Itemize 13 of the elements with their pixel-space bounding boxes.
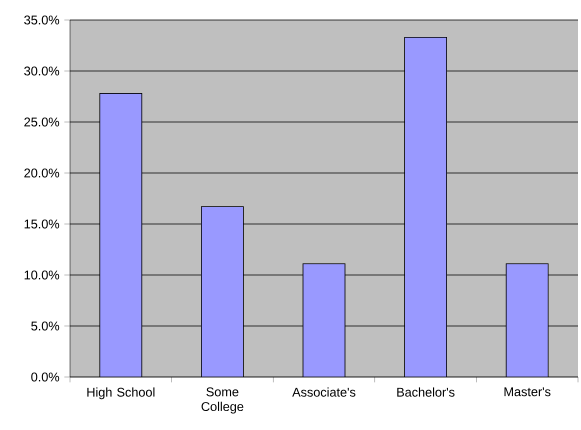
y-tick-label: 5.0% bbox=[31, 322, 60, 330]
x-tick-label: High School bbox=[87, 387, 154, 400]
y-tick-label: 0.0% bbox=[31, 372, 60, 382]
y-tick-label: 10.0% bbox=[24, 270, 60, 280]
y-tick-label: 20.0% bbox=[24, 168, 60, 178]
y-tick-label: 30.0% bbox=[24, 66, 60, 76]
x-tick-label: Master's bbox=[504, 387, 550, 396]
y-tick-label: 35.0% bbox=[24, 16, 60, 24]
x-tick-label: Bachelor's bbox=[397, 387, 455, 397]
y-tick-label: 15.0% bbox=[24, 220, 60, 228]
x-tick-label: Some College bbox=[202, 387, 244, 414]
x-tick-label: Associate's bbox=[292, 387, 356, 397]
y-tick-label: 25.0% bbox=[24, 118, 60, 126]
